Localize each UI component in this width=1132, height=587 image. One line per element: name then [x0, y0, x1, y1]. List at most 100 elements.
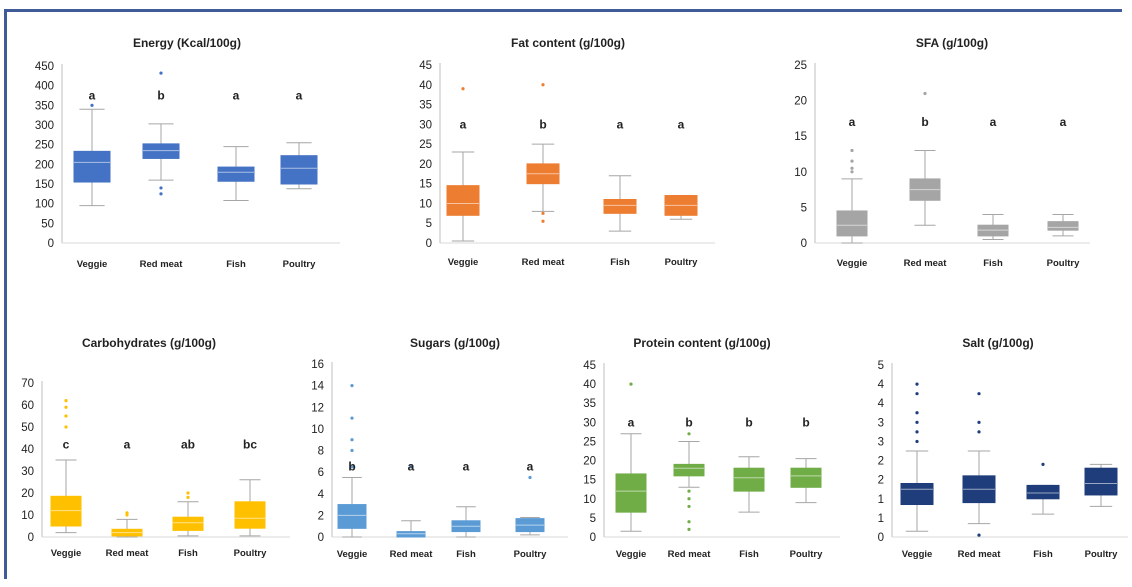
- y-tick-label: 4: [318, 489, 325, 501]
- y-tick-label: 5: [878, 360, 884, 372]
- box-poultry: [664, 195, 698, 220]
- y-tick-label: 14: [311, 381, 324, 393]
- y-tick-label: 30: [21, 466, 34, 478]
- y-tick-label: 150: [35, 179, 54, 191]
- box-iqr: [900, 482, 934, 506]
- y-tick-label: 0: [426, 238, 432, 250]
- significance-letter: a: [617, 117, 624, 131]
- box-iqr: [836, 210, 868, 237]
- x-tick-label: Red meat: [904, 258, 948, 269]
- box-iqr: [1047, 221, 1079, 231]
- y-tick-label: 0: [878, 532, 884, 544]
- y-tick-label: 15: [794, 131, 807, 143]
- outlier-point: [64, 425, 68, 429]
- significance-letter: a: [678, 117, 685, 131]
- chart-panel-3: SFA (g/100g) 0 5 10 15 20 25 Veggie Red meat Fish…: [794, 36, 1090, 269]
- y-tick-label: 35: [419, 100, 432, 112]
- y-tick-label: 3: [878, 436, 884, 448]
- y-tick-label: 20: [419, 159, 432, 171]
- x-tick-label: Red meat: [390, 549, 434, 560]
- y-tick-label: 50: [41, 218, 54, 230]
- y-tick-label: 0: [801, 238, 807, 250]
- y-tick-label: 25: [794, 60, 807, 72]
- outlier-point: [64, 414, 68, 418]
- box-iqr: [790, 467, 822, 488]
- chart-title: Protein content (g/100g): [633, 336, 770, 350]
- x-tick-label: Fish: [456, 549, 476, 560]
- box-fish: [977, 214, 1009, 240]
- x-tick-label: Poultry: [283, 259, 316, 270]
- y-tick-label: 10: [419, 198, 432, 210]
- significance-letter: a: [990, 115, 997, 129]
- outlier-point: [977, 533, 981, 537]
- box-veggie: [836, 148, 868, 244]
- y-tick-label: 400: [35, 81, 54, 93]
- significance-letter: b: [685, 415, 692, 429]
- significance-letter: a: [628, 415, 635, 429]
- y-tick-label: 70: [21, 378, 34, 390]
- y-tick-label: 100: [35, 199, 54, 211]
- box-iqr: [50, 495, 82, 527]
- box-iqr: [142, 143, 180, 159]
- y-tick-label: 35: [583, 398, 596, 410]
- box-veggie: [900, 382, 934, 532]
- outlier-point: [541, 219, 545, 223]
- x-tick-label: Fish: [610, 257, 630, 268]
- box-fish: [217, 146, 255, 202]
- y-tick-label: 12: [311, 402, 324, 414]
- outlier-point: [687, 432, 691, 436]
- outlier-point: [541, 211, 545, 215]
- outlier-point: [687, 497, 691, 501]
- outlier-point: [977, 430, 981, 434]
- y-tick-label: 300: [35, 120, 54, 132]
- y-tick-label: 4: [878, 379, 885, 391]
- outlier-point: [629, 382, 633, 386]
- outlier-point: [409, 465, 413, 469]
- y-tick-label: 15: [419, 179, 432, 191]
- y-tick-label: 5: [801, 202, 807, 214]
- y-tick-label: 16: [311, 359, 324, 371]
- chart-panel-5: Sugars (g/100g) 0 2 4 6 8 10 12 14 16 Veggie Red me…: [311, 336, 568, 560]
- x-tick-label: Poultry: [790, 549, 823, 560]
- y-tick-label: 5: [426, 218, 432, 230]
- y-tick-label: 8: [318, 446, 324, 458]
- chart-title: Carbohydrates (g/100g): [82, 336, 216, 350]
- significance-letter: a: [296, 89, 303, 103]
- x-tick-label: Veggie: [616, 549, 647, 560]
- significance-letter: b: [745, 415, 752, 429]
- outlier-point: [915, 420, 919, 424]
- x-tick-label: Red meat: [668, 549, 712, 560]
- outlier-point: [1041, 462, 1045, 466]
- outlier-point: [850, 166, 854, 170]
- y-tick-label: 50: [21, 422, 34, 434]
- significance-letter: c: [63, 438, 70, 452]
- significance-letter: a: [89, 89, 96, 103]
- y-tick-label: 1: [878, 513, 884, 525]
- outlier-point: [915, 439, 919, 444]
- box-fish: [603, 175, 637, 232]
- y-tick-label: 0: [318, 532, 324, 544]
- outlier-point: [186, 495, 190, 499]
- significance-letter: a: [1060, 115, 1067, 129]
- x-tick-label: Red meat: [522, 257, 566, 268]
- box-fish: [172, 491, 204, 537]
- box-fish: [1026, 462, 1060, 515]
- box-iqr: [396, 531, 426, 538]
- x-tick-label: Poultry: [234, 548, 267, 559]
- box-red-meat: [673, 432, 705, 531]
- y-tick-label: 20: [794, 96, 807, 108]
- y-tick-label: 30: [583, 417, 596, 429]
- box-iqr: [673, 463, 705, 477]
- outlier-point: [64, 399, 68, 403]
- outlier-point: [541, 83, 545, 87]
- chart-panel-1: Energy (Kcal/100g) 0 50 100 150 200 250 300 350 4…: [35, 36, 340, 270]
- chart-panel-2: Fat content (g/100g) 0 5 10 15 20 25 30 35 40 45 Ve…: [419, 36, 715, 268]
- box-iqr: [280, 155, 318, 185]
- outlier-point: [850, 159, 854, 163]
- outlier-point: [350, 448, 354, 453]
- y-tick-label: 1: [878, 494, 884, 506]
- x-tick-label: Fish: [739, 549, 759, 560]
- x-tick-label: Poultry: [1085, 549, 1118, 560]
- significance-letter: a: [408, 460, 415, 474]
